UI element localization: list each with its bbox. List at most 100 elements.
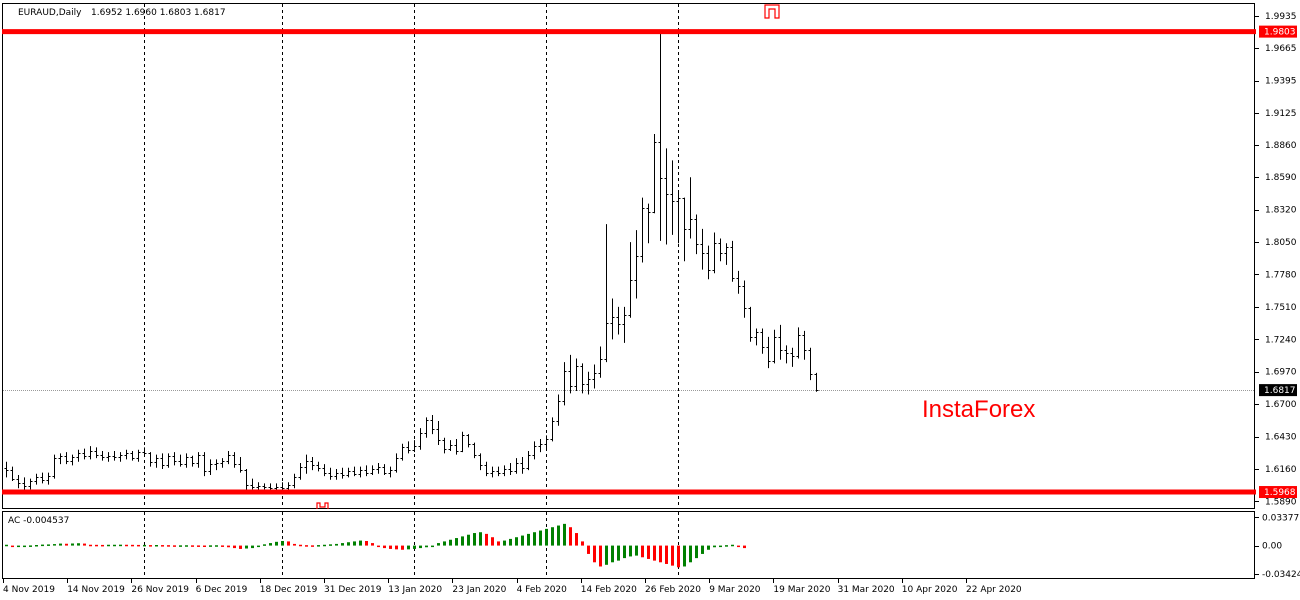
ohlc-bar <box>712 232 717 274</box>
ohlc-bar <box>208 459 213 475</box>
ohlc-bar <box>694 214 699 255</box>
ohlc-bar <box>388 466 393 478</box>
ohlc-bar <box>382 464 387 475</box>
date-tick-label: 31 Dec 2019 <box>324 585 382 595</box>
ohlc-bar <box>58 453 63 465</box>
up-fractal-arrow-icon <box>764 4 780 19</box>
ohlc-bar <box>790 347 795 367</box>
ohlc-bar <box>628 242 633 318</box>
ac-bar <box>425 545 428 548</box>
ohlc-bar <box>160 453 165 469</box>
ac-bar <box>455 538 458 546</box>
date-tick-label: 9 Mar 2020 <box>709 585 761 595</box>
ohlc-bar <box>676 191 681 244</box>
ohlc-bar <box>796 327 801 359</box>
ac-bar <box>107 544 110 547</box>
ac-bar <box>143 544 146 547</box>
current-price-tag <box>1259 384 1297 397</box>
ac-bar <box>119 544 122 547</box>
ohlc-bar <box>190 455 195 467</box>
level-price-tag <box>1259 25 1297 38</box>
ohlc-bar <box>238 456 243 473</box>
ohlc-bar <box>472 442 477 459</box>
ac-bar <box>71 543 74 546</box>
price-tick-label: 1.6160 <box>1265 465 1297 475</box>
ohlc-bar <box>538 438 543 453</box>
ohlc-bar <box>682 197 687 262</box>
price-bars <box>4 31 819 493</box>
ohlc-bar <box>82 448 87 460</box>
ohlc-bar <box>652 134 657 214</box>
ohlc-bar <box>562 362 567 406</box>
ac-bar <box>155 545 158 547</box>
ac-bar <box>299 544 302 547</box>
ac-bar <box>233 545 236 549</box>
ac-bar <box>35 545 38 547</box>
ac-bar <box>59 543 62 546</box>
ohlc-bar <box>604 224 609 363</box>
ohlc-bar <box>526 450 531 471</box>
ac-bar <box>461 536 464 546</box>
ac-bar <box>527 533 530 546</box>
ac-bar <box>497 541 500 546</box>
ac-bar <box>191 545 194 547</box>
price-tick-label: 1.9665 <box>1265 44 1297 54</box>
ohlc-bar <box>574 358 579 391</box>
ac-bar <box>263 544 266 546</box>
ac-bar <box>65 543 68 546</box>
date-axis: 4 Nov 2019 14 Nov 2019 26 Nov 2019 6 Dec 20… <box>3 579 1022 595</box>
ohlc-bar <box>148 452 153 467</box>
ohlc-bar <box>100 450 105 461</box>
ac-bar <box>587 545 590 554</box>
price-pane[interactable] <box>2 3 1255 509</box>
ohlc-bar <box>154 454 159 468</box>
ohlc-bar <box>484 461 489 477</box>
ac-bar <box>287 541 290 546</box>
date-tick-label: 26 Nov 2019 <box>131 585 189 595</box>
ac-pane[interactable] <box>2 511 1255 579</box>
ac-bar <box>413 545 416 549</box>
ohlc-bar <box>586 371 591 395</box>
ohlc-bar <box>16 474 21 489</box>
ohlc-bar <box>214 459 219 471</box>
ac-bar <box>635 545 638 556</box>
price-tick-label: 1.8860 <box>1265 141 1297 151</box>
ohlc-bar <box>34 473 39 485</box>
ohlc-bar <box>748 306 753 342</box>
ohlc-bar <box>742 280 747 318</box>
ac-bar <box>215 545 218 547</box>
ac-bar <box>239 545 242 549</box>
ac-bar <box>23 545 26 548</box>
ac-bar <box>245 545 248 549</box>
ohlc-bar <box>346 467 351 478</box>
ac-bar <box>161 545 164 547</box>
ohlc-bar <box>700 228 705 270</box>
ohlc-bar <box>706 245 711 280</box>
ac-bar <box>473 533 476 546</box>
ohlc-bar <box>394 453 399 473</box>
price-tick-label: 1.9125 <box>1265 109 1297 119</box>
ac-bar <box>545 528 548 546</box>
ohlc-bar <box>172 452 177 466</box>
ac-bar <box>449 539 452 546</box>
ac-bar <box>467 534 470 546</box>
ac-bar <box>503 540 506 546</box>
ac-bar <box>95 544 98 547</box>
ohlc-bar <box>292 473 297 489</box>
price-tick-label: 1.8590 <box>1265 173 1297 183</box>
ohlc-bar <box>730 240 735 282</box>
ohlc-bar <box>616 306 621 335</box>
ohlc-bar <box>448 440 453 451</box>
ac-bar <box>347 542 350 546</box>
ac-tick-label: -0.03424 <box>1262 570 1300 580</box>
ohlc-bar <box>94 447 99 459</box>
ohlc-bar <box>166 453 171 468</box>
ohlc-bar <box>40 472 45 484</box>
ohlc-bar <box>4 461 9 478</box>
ohlc-values: 1.6952 1.6960 1.6803 1.6817 <box>91 8 226 18</box>
date-tick-label: 4 Feb 2020 <box>517 585 568 595</box>
ohlc-bar <box>400 443 405 461</box>
date-tick-label: 19 Mar 2020 <box>773 585 830 595</box>
ac-bar <box>479 532 482 546</box>
ac-bar <box>485 533 488 546</box>
